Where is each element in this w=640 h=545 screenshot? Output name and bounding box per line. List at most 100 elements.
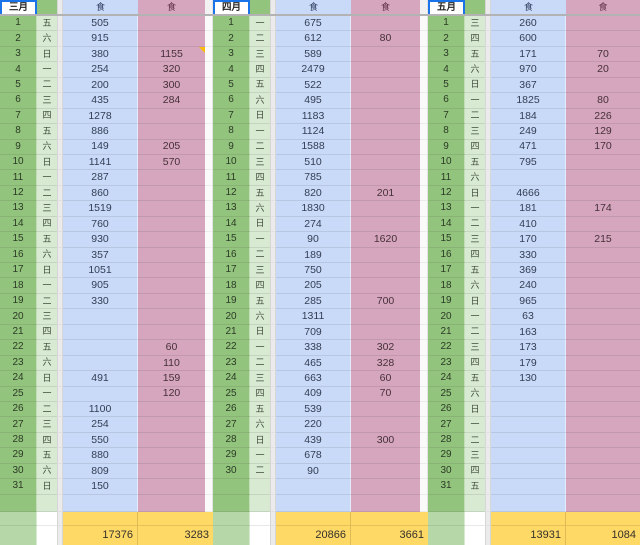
meal1-cell[interactable] — [491, 386, 566, 402]
weekday-cell[interactable]: 六 — [465, 386, 485, 402]
meal2-total-cell[interactable] — [138, 511, 213, 526]
day-cell[interactable]: 24 — [0, 371, 37, 387]
meal2-cell[interactable] — [138, 324, 205, 341]
day-cell[interactable]: 17 — [428, 263, 465, 279]
meal1-cell[interactable]: 1124 — [276, 124, 351, 140]
meal2-cell[interactable]: 1620 — [351, 232, 420, 248]
meal1-cell[interactable]: 1141 — [63, 154, 138, 171]
meal1-cell[interactable]: 809 — [63, 463, 138, 480]
meal1-cell[interactable]: 1825 — [491, 93, 566, 109]
day-cell[interactable]: 14 — [428, 216, 465, 233]
meal2-cell[interactable]: 320 — [138, 62, 205, 78]
meal1-cell[interactable]: 369 — [491, 263, 566, 279]
day-cell[interactable]: 22 — [213, 340, 250, 356]
day-cell[interactable]: 7 — [0, 108, 37, 125]
weekday-cell[interactable]: 六 — [250, 93, 270, 109]
weekday-cell[interactable]: 三 — [465, 448, 485, 464]
day-cell[interactable]: 25 — [0, 386, 37, 402]
day-cell[interactable]: 3 — [213, 46, 250, 63]
meal1-cell[interactable]: 330 — [491, 247, 566, 263]
meal1-cell[interactable]: 63 — [491, 309, 566, 325]
meal2-cell[interactable] — [351, 16, 420, 32]
meal1-cell[interactable]: 249 — [491, 124, 566, 140]
meal1-cell[interactable]: 1100 — [63, 401, 138, 418]
day-cell[interactable]: 1 — [428, 16, 465, 32]
meal2-cell[interactable] — [566, 278, 640, 294]
weekday-cell[interactable]: 四 — [465, 463, 485, 480]
meal1-cell[interactable]: 338 — [276, 340, 351, 356]
weekday-cell[interactable]: 三 — [37, 93, 57, 109]
day-cell[interactable]: 7 — [213, 108, 250, 125]
meal-col-2-header[interactable]: 食 — [351, 0, 420, 14]
meal2-cell[interactable] — [138, 401, 205, 418]
meal1-total-cell[interactable] — [491, 511, 566, 526]
day-cell[interactable]: 13 — [428, 201, 465, 217]
weekday-cell[interactable]: 日 — [37, 46, 57, 63]
weekday-cell[interactable]: 二 — [37, 185, 57, 202]
meal2-cell[interactable] — [351, 154, 420, 171]
day-cell[interactable]: 7 — [428, 108, 465, 125]
day-cell[interactable]: 24 — [213, 371, 250, 387]
meal1-cell[interactable] — [63, 386, 138, 402]
weekday-cell[interactable]: 日 — [250, 324, 270, 341]
meal2-cell[interactable]: 300 — [138, 77, 205, 94]
meal2-cell[interactable] — [566, 371, 640, 387]
meal1-cell[interactable] — [491, 479, 566, 495]
meal2-cell[interactable] — [566, 170, 640, 186]
meal2-cell[interactable] — [566, 340, 640, 356]
day-cell[interactable]: 28 — [428, 432, 465, 449]
weekday-cell[interactable]: 日 — [37, 371, 57, 387]
weekday-cell[interactable]: 五 — [37, 448, 57, 464]
weekday-cell[interactable]: 一 — [465, 309, 485, 325]
meal2-cell[interactable] — [138, 448, 205, 464]
weekday-cell[interactable]: 五 — [465, 479, 485, 495]
weekday-cell[interactable]: 一 — [37, 170, 57, 186]
meal2-cell[interactable] — [566, 185, 640, 202]
meal1-cell[interactable]: 678 — [276, 448, 351, 464]
day-cell[interactable]: 2 — [213, 31, 250, 47]
day-cell[interactable]: 4 — [428, 62, 465, 78]
day-cell[interactable]: 8 — [428, 124, 465, 140]
meal1-cell[interactable]: 2479 — [276, 62, 351, 78]
meal1-cell[interactable]: 439 — [276, 432, 351, 449]
meal2-cell[interactable] — [351, 108, 420, 125]
meal2-cell[interactable] — [351, 324, 420, 341]
weekday-cell[interactable]: 四 — [37, 324, 57, 341]
meal1-cell[interactable]: 495 — [276, 93, 351, 109]
day-cell[interactable]: 30 — [428, 463, 465, 480]
meal-col-1-header[interactable]: 食 — [491, 0, 566, 14]
meal2-cell[interactable]: 110 — [138, 355, 205, 372]
day-cell[interactable]: 23 — [213, 355, 250, 372]
meal1-cell[interactable]: 709 — [276, 324, 351, 341]
meal1-cell[interactable]: 220 — [276, 417, 351, 433]
meal1-cell[interactable]: 357 — [63, 247, 138, 263]
meal2-cell[interactable] — [566, 417, 640, 433]
meal1-cell[interactable]: 471 — [491, 139, 566, 155]
meal2-total-cell[interactable]: 1084 — [566, 525, 640, 545]
weekday-cell[interactable]: 二 — [465, 324, 485, 341]
day-cell[interactable]: 8 — [213, 124, 250, 140]
weekday-cell[interactable]: 一 — [37, 386, 57, 402]
meal2-cell[interactable]: 700 — [351, 293, 420, 310]
meal1-cell[interactable]: 522 — [276, 77, 351, 94]
meal2-cell[interactable] — [351, 309, 420, 325]
meal1-cell[interactable]: 240 — [491, 278, 566, 294]
meal2-cell[interactable]: 120 — [138, 386, 205, 402]
day-cell[interactable]: 27 — [428, 417, 465, 433]
day-cell[interactable]: 30 — [213, 463, 250, 480]
meal2-cell[interactable] — [566, 324, 640, 341]
meal1-cell[interactable]: 600 — [491, 31, 566, 47]
day-cell[interactable]: 30 — [0, 463, 37, 480]
meal1-cell[interactable] — [276, 479, 351, 495]
weekday-cell[interactable]: 三 — [250, 46, 270, 63]
weekday-cell[interactable]: 五 — [37, 232, 57, 248]
meal1-cell[interactable]: 179 — [491, 355, 566, 372]
weekday-cell[interactable]: 日 — [37, 479, 57, 495]
weekday-cell[interactable]: 四 — [37, 432, 57, 449]
meal2-cell[interactable]: 20 — [566, 62, 640, 78]
meal2-cell[interactable] — [351, 201, 420, 217]
meal1-cell[interactable]: 785 — [276, 170, 351, 186]
meal2-cell[interactable]: 70 — [566, 46, 640, 63]
meal2-cell[interactable] — [138, 263, 205, 279]
weekday-cell[interactable]: 日 — [250, 216, 270, 233]
